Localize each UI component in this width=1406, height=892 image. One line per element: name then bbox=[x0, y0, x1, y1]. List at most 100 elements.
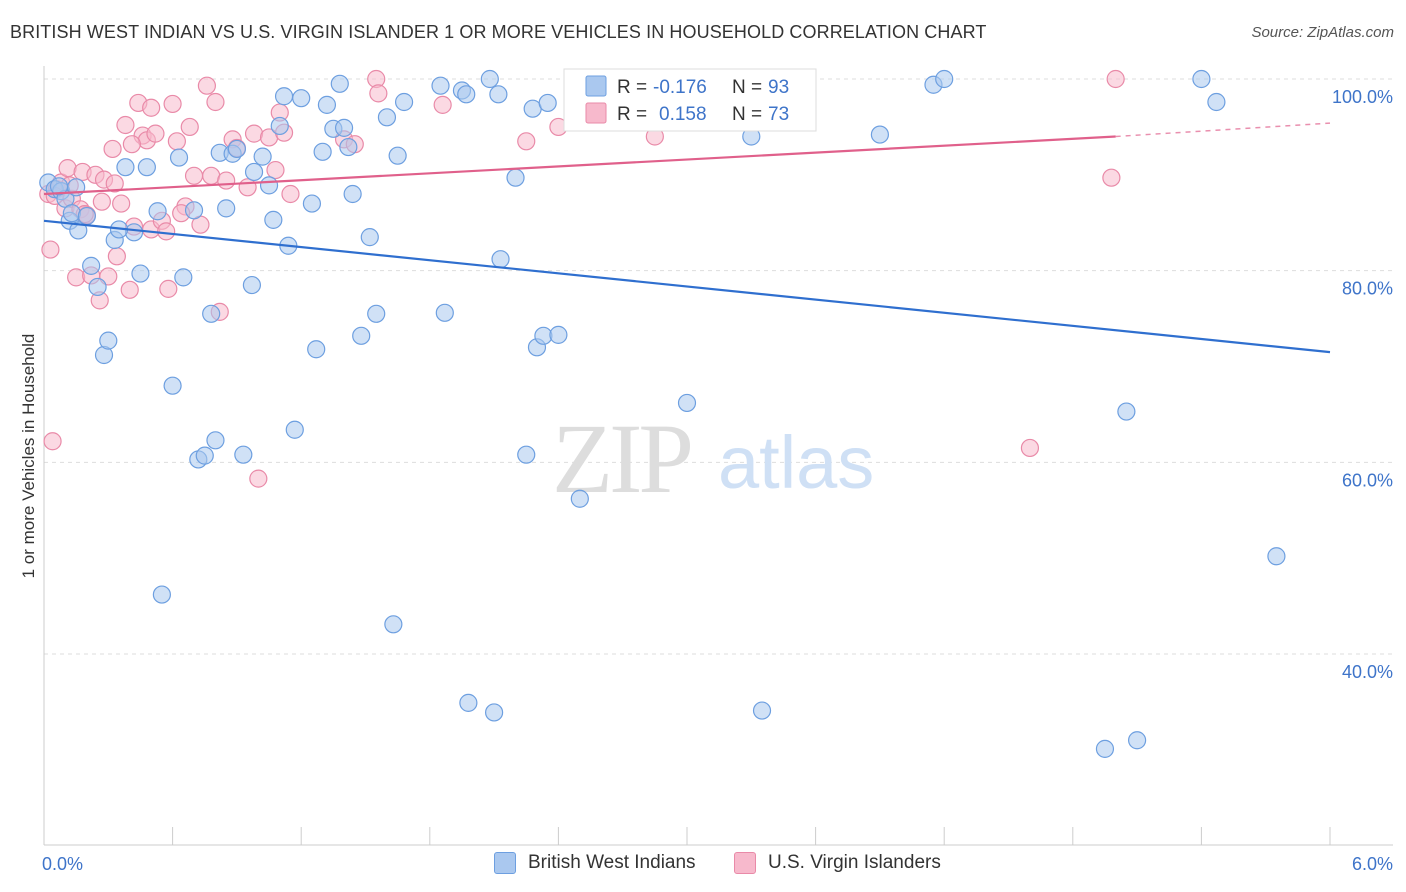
data-point-us-virgin-islanders bbox=[244, 124, 264, 143]
data-point-british-west-indians bbox=[352, 326, 371, 345]
legend-r-value-1: -0.176 bbox=[653, 77, 707, 98]
data-point-british-west-indians bbox=[292, 89, 311, 108]
data-point-us-virgin-islanders bbox=[157, 222, 176, 241]
data-point-british-west-indians bbox=[1267, 547, 1286, 566]
series-british-west-indians bbox=[39, 69, 1286, 758]
data-point-british-west-indians bbox=[343, 184, 362, 204]
y-axis-label: 1 or more Vehicles in Household bbox=[19, 334, 38, 579]
legend-swatch-pink bbox=[585, 102, 607, 124]
data-point-us-virgin-islanders bbox=[159, 279, 178, 298]
legend-swatch-us-virgin-islanders bbox=[734, 852, 756, 874]
data-point-british-west-indians bbox=[259, 176, 279, 195]
x-tick-label-max: 6.0% bbox=[1352, 854, 1393, 874]
data-point-british-west-indians bbox=[388, 146, 407, 165]
legend-r-label-2: R = bbox=[617, 104, 647, 125]
trend-line-british-west-indians bbox=[43, 219, 1331, 354]
legend-swatch-british-west-indians bbox=[494, 852, 516, 874]
data-point-us-virgin-islanders bbox=[41, 240, 60, 259]
data-point-british-west-indians bbox=[270, 116, 289, 136]
data-point-us-virgin-islanders bbox=[180, 117, 199, 137]
data-point-british-west-indians bbox=[570, 489, 589, 508]
data-point-us-virgin-islanders bbox=[197, 76, 216, 95]
data-point-british-west-indians bbox=[253, 147, 272, 166]
data-point-british-west-indians bbox=[317, 95, 337, 114]
chart-title: BRITISH WEST INDIAN VS U.S. VIRGIN ISLAN… bbox=[10, 22, 987, 42]
data-point-us-virgin-islanders bbox=[184, 166, 204, 185]
data-point-british-west-indians bbox=[116, 158, 135, 177]
data-point-us-virgin-islanders bbox=[103, 139, 122, 159]
data-point-us-virgin-islanders bbox=[43, 432, 62, 451]
data-point-british-west-indians bbox=[82, 256, 101, 275]
data-point-british-west-indians bbox=[152, 585, 171, 604]
watermark-atlas: atlas bbox=[718, 421, 874, 504]
data-point-british-west-indians bbox=[538, 93, 557, 113]
data-point-us-virgin-islanders bbox=[206, 92, 225, 112]
trend-line-us-virgin-islanders-extrapolated bbox=[1115, 122, 1331, 138]
data-point-us-virgin-islanders bbox=[167, 132, 186, 151]
data-point-us-virgin-islanders bbox=[146, 124, 165, 143]
data-point-us-virgin-islanders bbox=[1102, 168, 1121, 187]
data-point-british-west-indians bbox=[549, 325, 568, 344]
legend-n-label-2: N = bbox=[732, 104, 762, 125]
data-point-british-west-indians bbox=[394, 92, 414, 112]
data-point-british-west-indians bbox=[302, 194, 322, 213]
data-point-british-west-indians bbox=[124, 223, 144, 242]
data-point-us-virgin-islanders bbox=[202, 166, 221, 185]
data-point-british-west-indians bbox=[163, 376, 182, 395]
source-label: Source: ZipAtlas.com bbox=[1251, 24, 1394, 41]
data-point-british-west-indians bbox=[264, 210, 283, 229]
data-point-us-virgin-islanders bbox=[122, 135, 141, 154]
data-point-british-west-indians bbox=[244, 162, 264, 182]
data-point-british-west-indians bbox=[195, 446, 214, 465]
data-point-us-virgin-islanders bbox=[238, 178, 257, 197]
data-point-british-west-indians bbox=[234, 445, 253, 464]
data-point-us-virgin-islanders bbox=[217, 171, 236, 190]
stats-legend: R = -0.176 N = 93 R = 0.158 N = 73 bbox=[563, 68, 817, 132]
data-point-british-west-indians bbox=[384, 615, 403, 634]
data-point-british-west-indians bbox=[242, 275, 262, 295]
data-point-british-west-indians bbox=[367, 304, 386, 323]
data-point-us-virgin-islanders bbox=[369, 84, 388, 103]
data-point-british-west-indians bbox=[62, 204, 81, 223]
trend-lines bbox=[43, 122, 1331, 354]
data-point-us-virgin-islanders bbox=[92, 192, 111, 211]
y-tick-labels: 40.0% 60.0% 80.0% 100.0% bbox=[1332, 87, 1393, 682]
data-point-british-west-indians bbox=[1095, 739, 1115, 758]
legend-swatch-blue bbox=[585, 75, 607, 97]
data-point-us-virgin-islanders bbox=[116, 115, 135, 135]
data-point-british-west-indians bbox=[377, 108, 397, 127]
data-point-british-west-indians bbox=[870, 125, 890, 144]
legend-label-us-virgin-islanders: U.S. Virgin Islanders bbox=[768, 852, 941, 873]
y-tick-label: 40.0% bbox=[1342, 662, 1393, 682]
data-point-british-west-indians bbox=[69, 221, 88, 240]
data-point-british-west-indians bbox=[752, 701, 772, 720]
data-point-british-west-indians bbox=[491, 250, 510, 269]
legend-n-label-1: N = bbox=[732, 77, 762, 98]
data-point-british-west-indians bbox=[202, 304, 221, 323]
data-point-us-virgin-islanders bbox=[67, 268, 86, 287]
data-point-british-west-indians bbox=[99, 331, 118, 350]
data-point-british-west-indians bbox=[677, 393, 697, 413]
data-point-british-west-indians bbox=[88, 277, 107, 297]
y-tick-label: 80.0% bbox=[1342, 279, 1393, 299]
data-point-british-west-indians bbox=[131, 264, 150, 283]
data-point-british-west-indians bbox=[480, 69, 499, 89]
data-point-us-virgin-islanders bbox=[112, 194, 131, 213]
legend-us-virgin-islanders: U.S. Virgin Islanders bbox=[734, 852, 941, 874]
y-tick-label: 100.0% bbox=[1332, 87, 1393, 107]
data-point-british-west-indians bbox=[174, 268, 193, 287]
legend-n-value-2: 73 bbox=[768, 104, 789, 125]
data-point-british-west-indians bbox=[1117, 402, 1136, 421]
data-point-us-virgin-islanders bbox=[120, 280, 139, 299]
data-point-british-west-indians bbox=[148, 202, 167, 221]
data-point-british-west-indians bbox=[307, 340, 326, 359]
data-point-british-west-indians bbox=[485, 703, 504, 722]
data-point-british-west-indians bbox=[431, 76, 450, 95]
legend-label-british-west-indians: British West Indians bbox=[528, 852, 696, 873]
data-point-british-west-indians bbox=[285, 420, 304, 439]
legend-british-west-indians: British West Indians bbox=[494, 852, 696, 874]
x-tick-label-min: 0.0% bbox=[42, 854, 83, 874]
gridlines bbox=[44, 78, 1393, 655]
trend-line-us-virgin-islanders bbox=[43, 135, 1116, 196]
